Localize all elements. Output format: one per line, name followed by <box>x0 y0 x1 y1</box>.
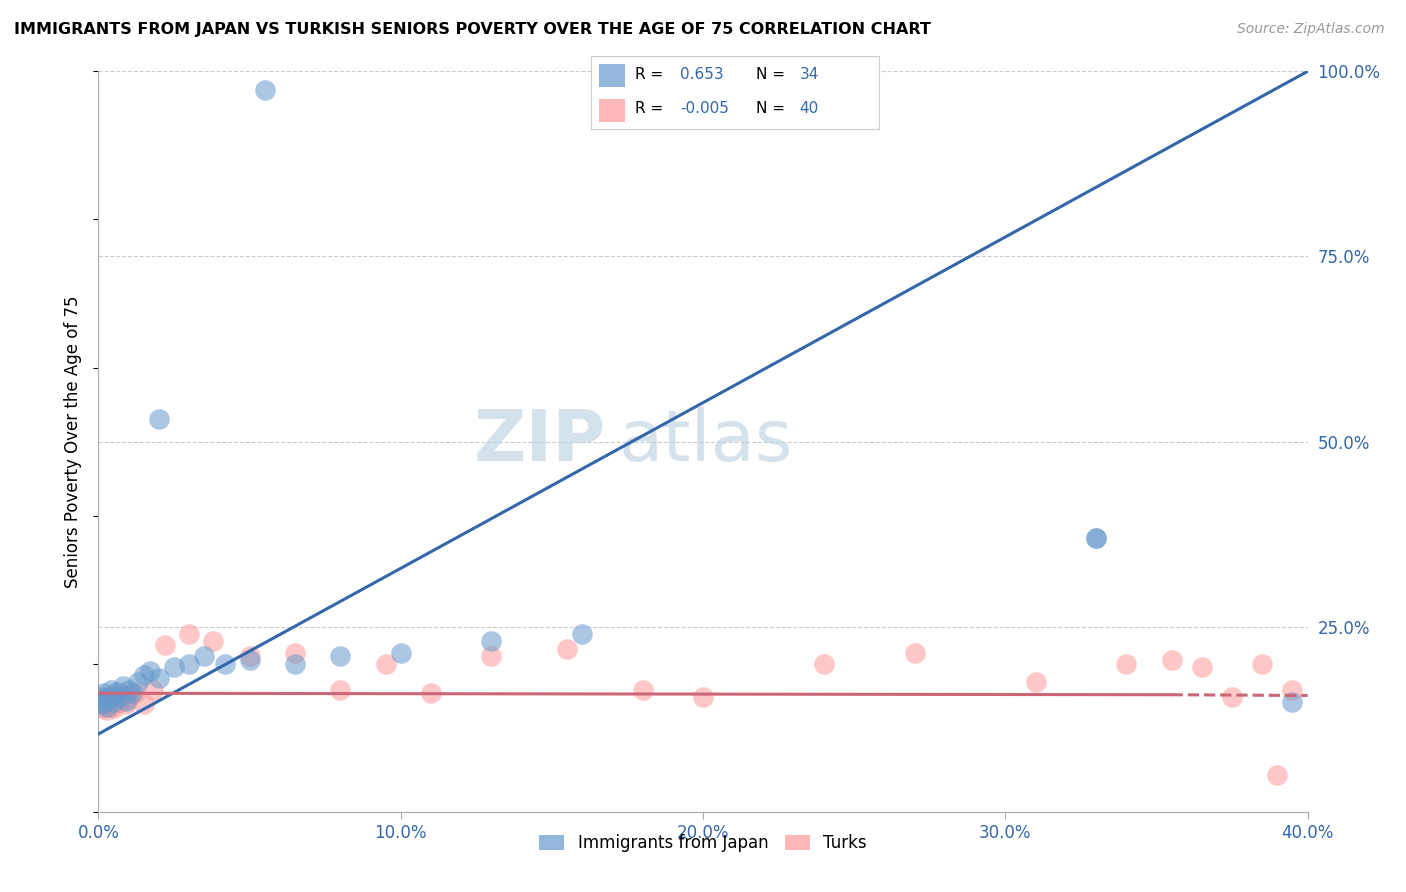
Point <box>389 646 412 660</box>
Point <box>1220 690 1243 704</box>
Point <box>193 649 215 664</box>
Point <box>118 692 141 706</box>
Point <box>100 690 122 704</box>
Y-axis label: Seniors Poverty Over the Age of 75: Seniors Poverty Over the Age of 75 <box>65 295 83 588</box>
Point <box>90 694 112 708</box>
Point <box>163 660 186 674</box>
Point <box>202 634 225 648</box>
Point <box>124 686 146 700</box>
Text: ZIP: ZIP <box>474 407 606 476</box>
Point <box>1191 660 1213 674</box>
Point <box>148 672 170 686</box>
Point <box>114 694 136 708</box>
Text: 40: 40 <box>800 102 818 116</box>
Point <box>1085 531 1108 545</box>
Point <box>100 682 122 697</box>
Point <box>93 695 115 709</box>
Point <box>142 682 165 697</box>
Point <box>121 686 143 700</box>
Point <box>631 682 654 697</box>
Point <box>103 688 125 702</box>
Point <box>1115 657 1137 671</box>
Point <box>105 685 128 699</box>
Point <box>127 675 149 690</box>
Point <box>153 638 176 652</box>
Point <box>96 699 118 714</box>
Point <box>111 688 134 702</box>
Point <box>100 699 122 714</box>
Point <box>571 627 593 641</box>
Point <box>139 664 162 678</box>
Point <box>108 690 131 704</box>
Point <box>1281 695 1303 709</box>
Point <box>148 412 170 426</box>
Point <box>284 657 307 671</box>
Point <box>692 690 714 704</box>
Point <box>90 701 112 715</box>
Text: atlas: atlas <box>619 407 793 476</box>
Point <box>481 649 503 664</box>
Point <box>420 686 443 700</box>
Point <box>239 649 262 664</box>
Point <box>132 667 155 681</box>
Point <box>132 698 155 712</box>
Point <box>214 657 236 671</box>
Point <box>96 702 118 716</box>
Text: -0.005: -0.005 <box>681 102 728 116</box>
Point <box>93 686 115 700</box>
Bar <box>599 63 626 87</box>
Point <box>179 627 201 641</box>
Point <box>1281 682 1303 697</box>
Point <box>90 690 112 704</box>
Point <box>103 695 125 709</box>
Point <box>239 653 262 667</box>
Point <box>111 679 134 693</box>
Point <box>481 634 503 648</box>
Point <box>103 701 125 715</box>
Point <box>765 83 787 97</box>
Point <box>96 695 118 709</box>
Point <box>1267 767 1289 781</box>
Point <box>716 83 738 97</box>
Text: R =: R = <box>636 102 664 116</box>
Text: Source: ZipAtlas.com: Source: ZipAtlas.com <box>1237 22 1385 37</box>
Point <box>374 657 396 671</box>
Point <box>555 641 578 656</box>
Text: 34: 34 <box>800 68 818 82</box>
Point <box>93 698 115 712</box>
Point <box>1024 675 1046 690</box>
Point <box>1085 531 1108 545</box>
Bar <box>599 99 626 122</box>
Point <box>284 646 307 660</box>
Point <box>108 695 131 709</box>
Point <box>329 682 352 697</box>
Point <box>105 690 128 704</box>
Point <box>90 698 112 712</box>
Point <box>253 83 276 97</box>
Point <box>100 692 122 706</box>
Text: 0.653: 0.653 <box>681 68 724 82</box>
Point <box>1160 653 1182 667</box>
Point <box>329 649 352 664</box>
Point <box>93 690 115 704</box>
Text: R =: R = <box>636 68 664 82</box>
Point <box>179 657 201 671</box>
Point <box>96 692 118 706</box>
Text: N =: N = <box>756 68 786 82</box>
Point <box>1251 657 1274 671</box>
Point <box>103 695 125 709</box>
Point <box>114 698 136 712</box>
Text: N =: N = <box>756 102 786 116</box>
Legend: Immigrants from Japan, Turks: Immigrants from Japan, Turks <box>533 828 873 859</box>
Text: IMMIGRANTS FROM JAPAN VS TURKISH SENIORS POVERTY OVER THE AGE OF 75 CORRELATION : IMMIGRANTS FROM JAPAN VS TURKISH SENIORS… <box>14 22 931 37</box>
Point <box>904 646 927 660</box>
Point <box>813 657 835 671</box>
Point <box>118 682 141 697</box>
